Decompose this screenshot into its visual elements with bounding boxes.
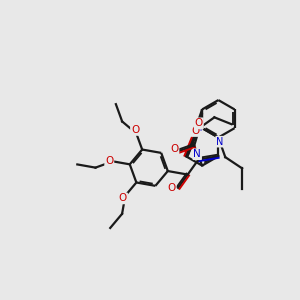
Text: O: O <box>119 194 127 203</box>
Text: O: O <box>170 144 178 154</box>
Text: N: N <box>216 137 224 147</box>
Text: N: N <box>194 149 201 159</box>
Text: O: O <box>105 156 113 166</box>
Text: N: N <box>195 123 202 133</box>
Text: O: O <box>131 125 139 135</box>
Text: O: O <box>195 118 203 128</box>
Text: O: O <box>192 126 200 136</box>
Text: O: O <box>167 183 176 193</box>
